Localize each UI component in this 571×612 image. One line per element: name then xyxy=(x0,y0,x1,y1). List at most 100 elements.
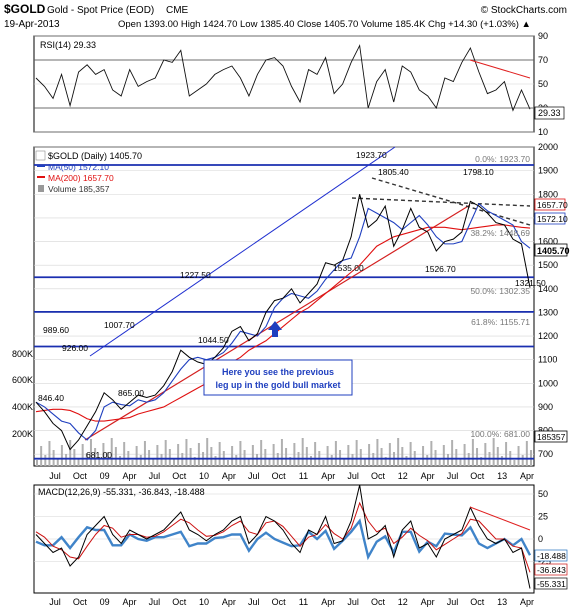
volume-bar xyxy=(36,460,38,466)
price-tick-label: 1800 xyxy=(538,189,558,199)
up-arrow-icon xyxy=(268,321,282,337)
volume-bar xyxy=(384,457,387,466)
macd-tick-label: 25 xyxy=(538,512,548,522)
volume-bar xyxy=(455,449,458,466)
price-tag-label: 1405.70 xyxy=(537,246,570,256)
volume-bar xyxy=(139,455,142,466)
macd-x-tick-label: Jul xyxy=(49,597,61,607)
volume-bar xyxy=(193,457,196,466)
price-x-tick-label: Oct xyxy=(272,471,287,481)
volume-bar xyxy=(521,455,524,466)
price-panel: 7008009001000110012001300140015001600170… xyxy=(12,142,570,481)
volume-bar xyxy=(214,456,217,466)
volume-bar xyxy=(401,447,404,466)
volume-bar xyxy=(110,438,113,466)
macd-x-tick-label: 11 xyxy=(299,597,308,607)
rsi-trendline xyxy=(469,59,531,79)
price-line xyxy=(35,194,531,451)
volume-bar xyxy=(94,448,97,466)
macd-x-tick-label: 10 xyxy=(199,597,209,607)
volume-bar xyxy=(289,457,292,466)
annot-1798: 1798.10 xyxy=(463,167,494,177)
price-legend: $GOLD (Daily) 1405.70 MA(50) 1572.10 MA(… xyxy=(35,150,142,194)
volume-bar xyxy=(380,448,383,466)
macd-panel: -25 0 25 50 MACD(12,26,9) -55.331, -36.843,… xyxy=(33,484,568,607)
volume-bar xyxy=(81,444,84,466)
volume-bar xyxy=(197,443,200,466)
volume-bar xyxy=(218,442,221,466)
volume-bar xyxy=(206,438,209,466)
rsi-tick-label: 50 xyxy=(538,79,548,89)
volume-bar xyxy=(505,442,508,466)
ma50-tag xyxy=(534,212,566,225)
volume-bar xyxy=(388,443,391,466)
volume-bar xyxy=(172,458,175,466)
volume-bar xyxy=(114,447,117,466)
volume-bar xyxy=(189,448,192,466)
price-x-tick-label: Apr xyxy=(421,471,435,481)
dashed-lower-trend-line xyxy=(351,197,531,207)
macd-signal-line xyxy=(35,501,531,573)
volume-bar xyxy=(359,449,362,466)
volume-bar xyxy=(322,460,325,466)
annot-865: 865.00 xyxy=(118,388,144,398)
price-x-tick-label: Jul xyxy=(49,471,61,481)
macd-trendline xyxy=(469,506,531,531)
macd-x-tick-label: Apr xyxy=(520,597,534,607)
rsi-line xyxy=(35,44,531,112)
volume-bar xyxy=(251,445,254,466)
volume-bar xyxy=(185,439,188,466)
volume-bar xyxy=(143,441,146,466)
volume-bar xyxy=(301,438,304,466)
volume-bar xyxy=(347,445,350,466)
volume-bar xyxy=(73,449,76,466)
legend-price: $GOLD (Daily) 1405.70 xyxy=(48,151,142,161)
rsi-tick-label: 10 xyxy=(538,127,548,137)
price-tick-label: 1600 xyxy=(538,237,558,247)
volume-bar xyxy=(65,454,68,466)
annot-1805: 1805.40 xyxy=(378,167,409,177)
volume-bar xyxy=(123,442,126,466)
volume-bar xyxy=(285,448,288,466)
price-x-tick-label: Jul xyxy=(149,471,161,481)
price-x-tick-label: Apr xyxy=(321,471,335,481)
annot-1321: 1321.50 xyxy=(515,278,546,288)
price-tick-label: 1300 xyxy=(538,307,558,317)
macd-x-tick-label: Oct xyxy=(172,597,187,607)
annot-846: 846.40 xyxy=(38,393,64,403)
macd-x-tick-label: Apr xyxy=(321,597,335,607)
volume-bar xyxy=(492,438,495,466)
callout-line-2: leg up in the gold bull market xyxy=(215,380,340,390)
volume-bar xyxy=(326,446,329,466)
volume-bar xyxy=(417,460,420,466)
macd-x-tick-label: Oct xyxy=(272,597,287,607)
volume-bar xyxy=(131,460,134,466)
volume-tick-label: 600K xyxy=(12,375,33,385)
fib-label-382: 38.2%: 1448.69 xyxy=(470,228,530,238)
volume-bar xyxy=(446,454,449,466)
ma200-tag-label: 1657.70 xyxy=(537,200,568,210)
volume-bar xyxy=(476,448,479,466)
volume-bar xyxy=(496,447,499,466)
volume-bar xyxy=(293,443,296,466)
ma200-tag xyxy=(534,198,566,211)
volume-bar xyxy=(119,456,122,466)
macd-x-tick-label: Oct xyxy=(470,597,485,607)
price-frame xyxy=(33,146,535,467)
price-x-tick-label: 10 xyxy=(199,471,209,481)
volume-bar xyxy=(40,446,43,466)
volume-tag-label: 185357 xyxy=(537,432,566,442)
price-tick-label: 1100 xyxy=(538,355,557,365)
legend-price-swatch xyxy=(35,150,46,161)
volume-bar xyxy=(355,440,358,466)
volume-bar xyxy=(164,440,167,466)
legend-ma200: MA(200) 1657.70 xyxy=(48,173,114,183)
volume-bar xyxy=(451,440,454,466)
price-x-tick-label: 13 xyxy=(497,471,507,481)
volume-bar xyxy=(231,446,234,466)
annot-1526: 1526.70 xyxy=(425,264,456,274)
macd-x-tick-label: Apr xyxy=(123,597,137,607)
ma200-line xyxy=(35,224,531,422)
volume-bar xyxy=(69,440,72,466)
volume-bar xyxy=(314,442,317,466)
